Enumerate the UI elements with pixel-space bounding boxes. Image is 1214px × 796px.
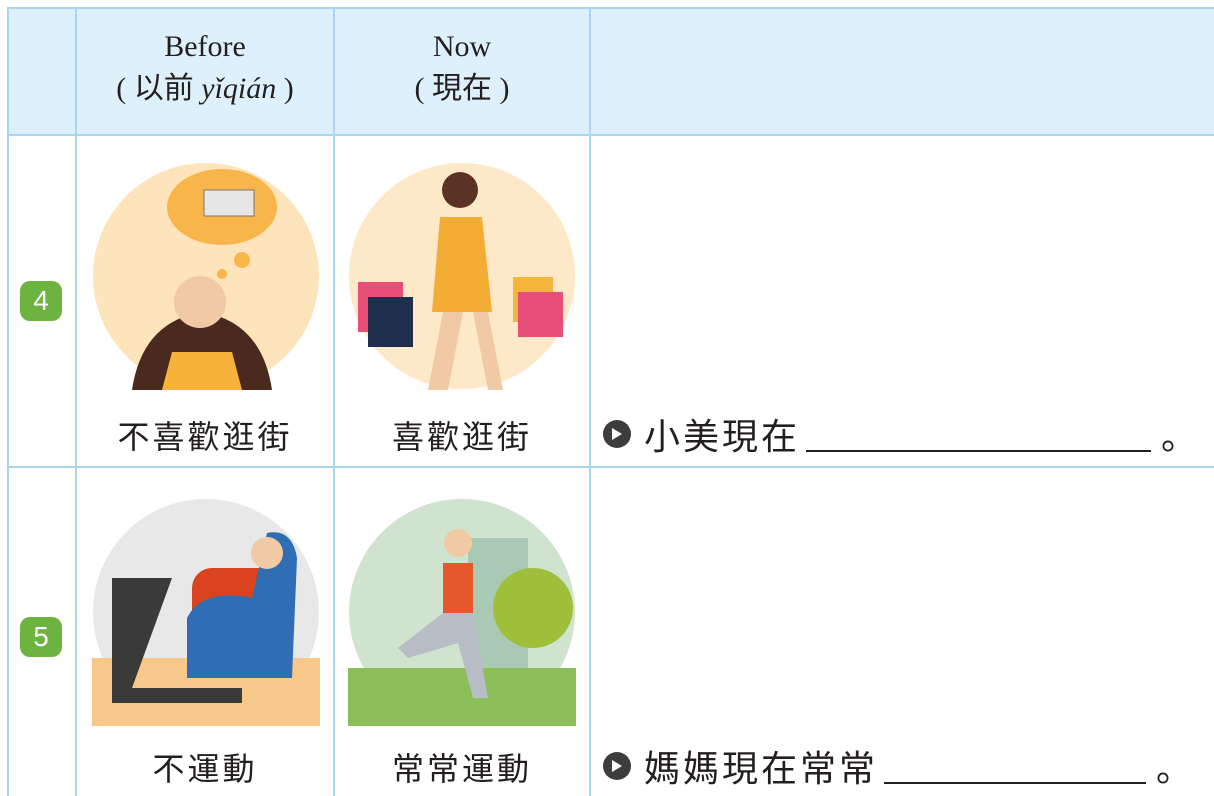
arrow-icon — [603, 752, 631, 780]
rule — [333, 7, 335, 796]
caption: 常常運動 — [391, 751, 532, 787]
header-before: Before ( 以前 yǐqián ) — [76, 26, 334, 110]
sentence-text: 小美現在 — [644, 417, 801, 457]
illustration — [348, 499, 576, 726]
caption: 不喜歡逛街 — [117, 419, 293, 455]
sentence-text: 媽媽現在常常 — [644, 749, 879, 789]
illustration — [92, 499, 320, 726]
rule — [8, 7, 1214, 9]
answer-blank — [806, 416, 1152, 452]
header-sub: ( 以前 yǐqián ) — [76, 68, 334, 110]
rule — [589, 7, 591, 796]
row-number: 5 — [20, 617, 62, 657]
caption: 不運動 — [152, 751, 258, 787]
rule — [75, 7, 77, 796]
sentence: 小美現在 。 — [602, 408, 1200, 460]
header-sub: ( 現在 ) — [414, 72, 510, 105]
arrow-icon — [603, 420, 631, 448]
illustration — [349, 163, 575, 390]
sentence-end: 。 — [1161, 417, 1201, 457]
caption: 喜歡逛街 — [391, 419, 532, 455]
header-band — [8, 8, 1214, 135]
rule — [8, 466, 1214, 468]
sentence: 媽媽現在常常 。 — [602, 740, 1195, 792]
answer-blank — [884, 748, 1147, 784]
header-text: Now — [432, 30, 492, 63]
header-text: Before — [164, 30, 246, 63]
rule — [8, 134, 1214, 136]
header-text: ( 以前 — [116, 72, 194, 105]
sentence-end: 。 — [1156, 749, 1196, 789]
header-text: ) — [283, 72, 294, 105]
illustration — [93, 163, 319, 390]
row-number: 4 — [20, 281, 62, 321]
header-now: Now ( 現在 ) — [334, 26, 590, 110]
pinyin: yǐqián — [201, 72, 277, 105]
rule — [7, 7, 9, 796]
